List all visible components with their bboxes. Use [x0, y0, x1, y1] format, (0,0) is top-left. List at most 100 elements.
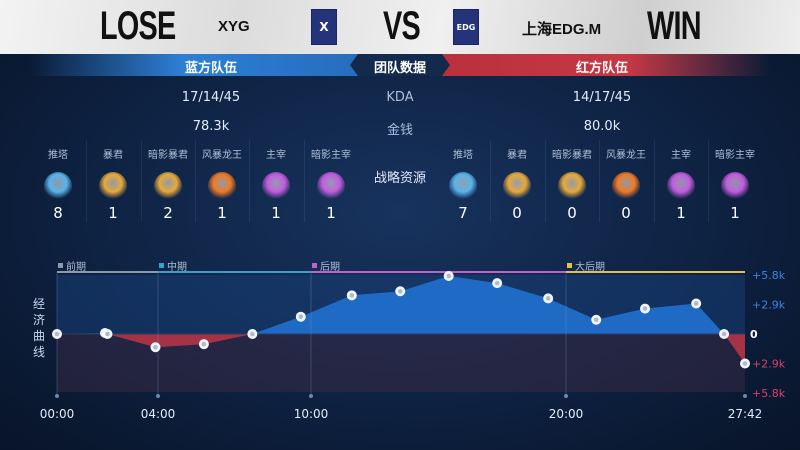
data-point-core: [593, 317, 599, 323]
storm-dragon-icon: [612, 172, 640, 200]
objective-count: 1: [271, 204, 281, 222]
left-result: LOSE: [100, 4, 176, 48]
column-divider: [86, 140, 87, 222]
red-advantage-area: [57, 334, 745, 364]
data-point-core: [153, 344, 158, 350]
data-point-core: [298, 314, 304, 320]
objective-count: 8: [53, 204, 63, 222]
column-divider: [599, 140, 600, 222]
objective-count: 2: [163, 204, 173, 222]
overlord-icon: [262, 172, 290, 200]
phase-label: 中期: [167, 260, 187, 273]
left-team-name: XYG: [218, 18, 250, 35]
blue-objective-2: 暗影暴君 2: [141, 146, 195, 222]
data-point-core: [446, 273, 452, 279]
data-point-core: [397, 288, 403, 294]
objective-count: 1: [676, 204, 686, 222]
objective-count: 0: [567, 204, 577, 222]
data-point-core: [545, 296, 551, 301]
tower-icon: [44, 172, 72, 200]
red-kda: 14/17/45: [572, 90, 632, 105]
shadow-overlord-icon: [721, 172, 749, 200]
storm-dragon-icon: [208, 172, 236, 200]
blue-advantage-area: [57, 276, 745, 334]
red-objective-3: 风暴龙王 0: [599, 146, 653, 222]
column-divider: [490, 140, 491, 222]
objective-name: 暗影暴君: [552, 150, 592, 161]
phase-label: 大后期: [575, 260, 605, 273]
shadow-overlord-icon: [317, 172, 345, 200]
objective-name: 主宰: [671, 150, 691, 161]
objective-count: 1: [108, 204, 118, 222]
objective-name: 暗影主宰: [715, 150, 755, 161]
x-tick: [55, 394, 59, 398]
shadow-tyrant-icon: [154, 172, 182, 200]
objective-name: 推塔: [453, 150, 473, 161]
match-header: LOSE XYG X VS EDG 上海EDG.M WIN: [0, 0, 800, 54]
blue-objective-0: 推塔 8: [31, 146, 85, 222]
phase-label: 后期: [320, 261, 340, 273]
gold-label: 金钱: [386, 123, 414, 138]
x-tick-label: 20:00: [549, 407, 584, 421]
objective-name: 暴君: [103, 150, 123, 161]
data-point-core: [105, 331, 110, 337]
red-objective-0: 推塔 7: [436, 146, 490, 222]
blue-objective-5: 暗影主宰 1: [304, 146, 358, 222]
data-point-core: [642, 306, 648, 311]
x-tick-label: 00:00: [40, 407, 75, 421]
team-data-label: 团队数据: [373, 61, 427, 76]
blue-team-bar: [30, 54, 410, 76]
data-point-core: [250, 331, 255, 337]
objectives-label: 战略资源: [373, 171, 427, 186]
column-divider: [195, 140, 196, 222]
data-point-core: [201, 341, 207, 347]
x-tick-label: 04:00: [141, 407, 176, 421]
tyrant-icon: [99, 172, 127, 200]
column-divider: [304, 140, 305, 222]
right-team-name: 上海EDG.M: [522, 21, 602, 38]
x-tick: [743, 394, 747, 398]
blue-objective-3: 风暴龙王 1: [195, 146, 249, 222]
objective-count: 7: [458, 204, 468, 222]
data-point-core: [742, 361, 748, 366]
data-point-core: [349, 293, 355, 298]
phase-marker: [567, 263, 572, 268]
data-point-core: [693, 301, 699, 306]
kda-label: KDA: [386, 90, 414, 105]
x-tick: [156, 394, 160, 398]
red-team-label: 红方队伍: [575, 61, 629, 76]
column-divider: [654, 140, 655, 222]
blue-gold: 78.3k: [192, 119, 230, 134]
left-team-logo: X: [311, 9, 337, 45]
phase-marker: [58, 263, 63, 268]
x-tick-label: 10:00: [294, 407, 329, 421]
blue-objective-1: 暴君 1: [86, 146, 140, 222]
overlord-icon: [667, 172, 695, 200]
objective-count: 1: [217, 204, 227, 222]
red-objective-5: 暗影主宰 1: [708, 146, 762, 222]
tyrant-icon: [503, 172, 531, 200]
phase-marker: [159, 263, 164, 268]
objective-name: 风暴龙王: [202, 150, 242, 161]
x-tick: [564, 394, 568, 398]
y-tick-label: +2.9k: [752, 358, 786, 371]
red-objective-1: 暴君 0: [490, 146, 544, 222]
vs-label: VS: [383, 4, 421, 48]
blue-team-label: 蓝方队伍: [184, 61, 238, 76]
shadow-tyrant-icon: [558, 172, 586, 200]
column-divider: [249, 140, 250, 222]
blue-objective-4: 主宰 1: [249, 146, 303, 222]
column-divider: [545, 140, 546, 222]
data-point-core: [721, 331, 727, 337]
red-team-bar: [420, 54, 770, 76]
y-tick-label: +5.8k: [752, 269, 786, 282]
red-gold: 80.0k: [583, 119, 621, 134]
center-bar: [350, 54, 450, 76]
objective-count: 1: [326, 204, 336, 222]
objective-name: 暴君: [507, 150, 527, 161]
objective-name: 风暴龙王: [606, 150, 646, 161]
red-objective-2: 暗影暴君 0: [545, 146, 599, 222]
objective-name: 主宰: [266, 150, 286, 161]
y-tick-label: 0: [750, 328, 758, 341]
